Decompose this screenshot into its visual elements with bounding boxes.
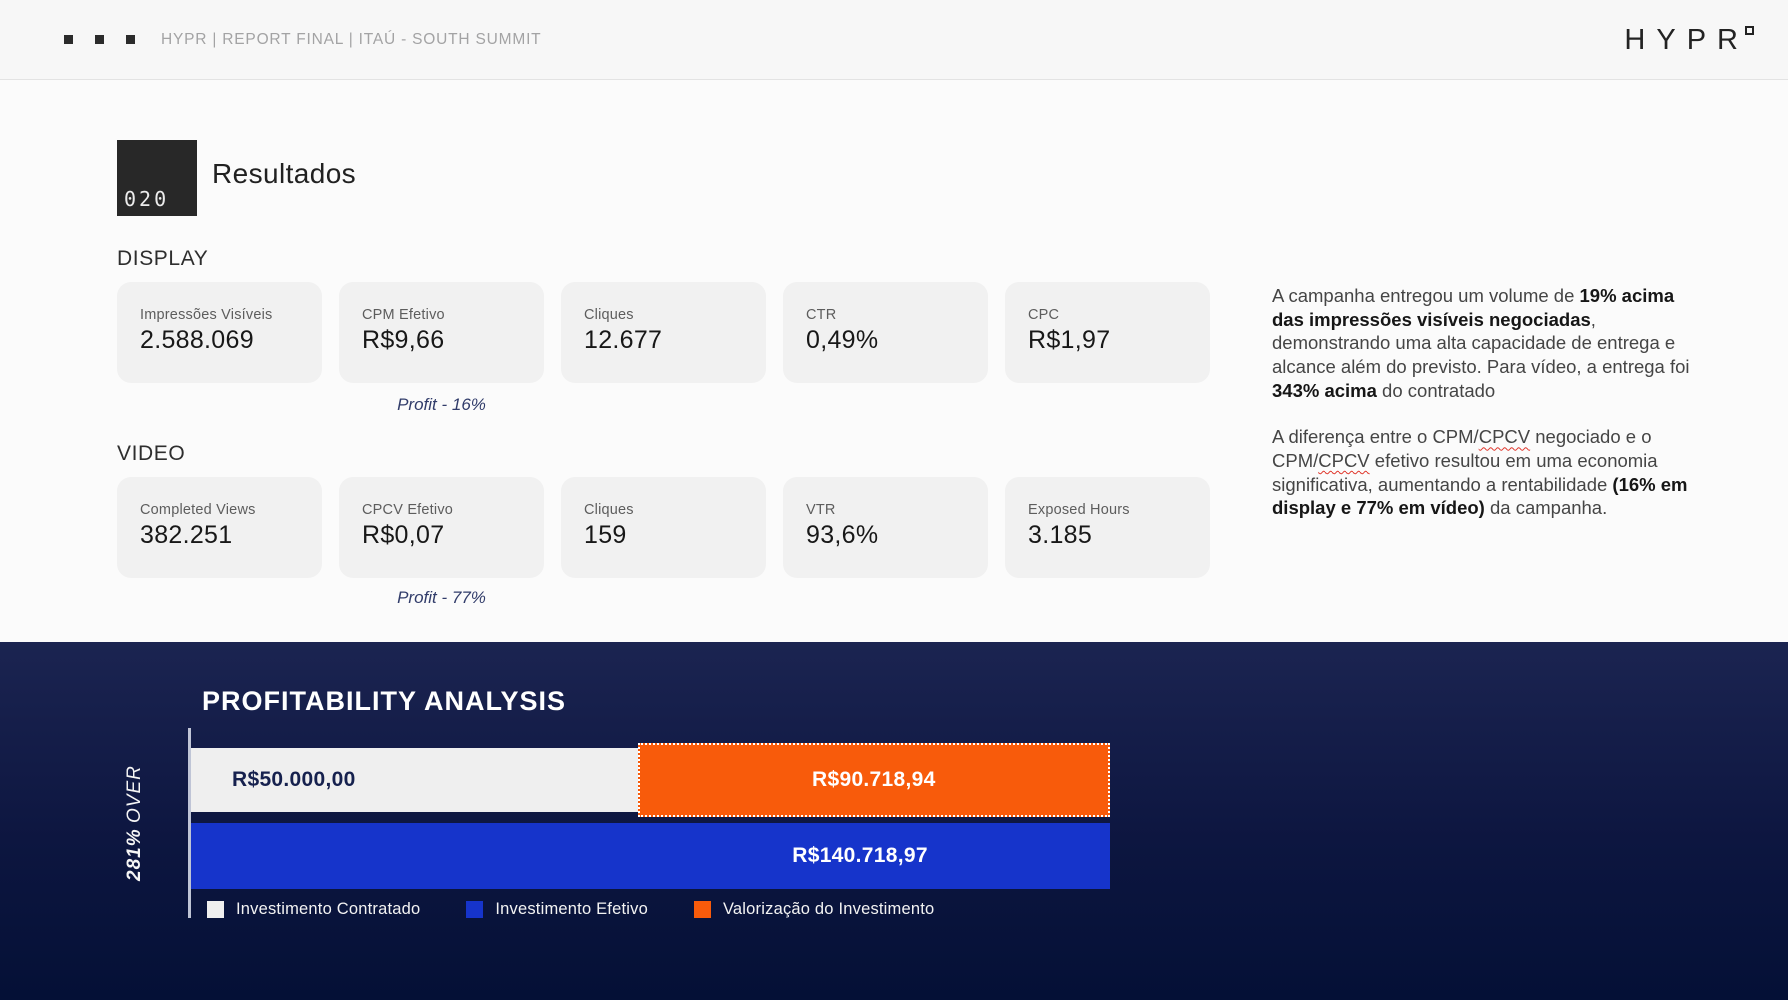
legend-swatch-white — [207, 901, 224, 918]
metric-card-impressoes-visiveis: Impressões Visíveis 2.588.069 — [117, 282, 322, 383]
metric-label: CPM Efetivo — [362, 307, 445, 323]
metric-label: Cliques — [584, 307, 634, 323]
metric-value: 2.588.069 — [140, 326, 254, 354]
slide-number-badge: 020 — [117, 140, 197, 216]
chart-axis-line — [188, 728, 191, 918]
metric-label: Impressões Visíveis — [140, 307, 273, 323]
metric-value: 93,6% — [806, 521, 879, 549]
metric-card-cpcv-efetivo: CPCV Efetivo R$0,07 — [339, 477, 544, 578]
campaign-commentary: A campanha entregou um volume de 19% aci… — [1272, 284, 1696, 520]
display-metric-cards: Impressões Visíveis 2.588.069 CPM Efetiv… — [117, 282, 1210, 383]
hypr-logo: HYPR — [1624, 24, 1754, 57]
metric-value: 3.185 — [1028, 521, 1093, 549]
hypr-logo-degree-icon — [1745, 26, 1754, 35]
metric-value: R$9,66 — [362, 326, 445, 354]
bar-segment-investimento-contratado: R$50.000,00 — [191, 748, 638, 812]
metric-label: Cliques — [584, 502, 634, 518]
metric-value: 159 — [584, 521, 627, 549]
bar-value-label: R$90.718,94 — [812, 768, 936, 791]
metric-card-cliques-video: Cliques 159 — [561, 477, 766, 578]
legend-label: Investimento Contratado — [236, 900, 421, 918]
legend-label: Valorização do Investimento — [722, 900, 935, 918]
over-percentage-value: 281% — [124, 828, 145, 882]
stacked-investment-bar: R$50.000,00 R$90.718,94 — [191, 743, 1110, 817]
metric-label: CTR — [806, 307, 837, 323]
metric-label: CPCV Efetivo — [362, 502, 454, 518]
hypr-logo-text: HYPR — [1624, 24, 1749, 56]
metric-label: Completed Views — [140, 502, 256, 518]
report-breadcrumb-title: HYPR | REPORT FINAL | ITAÚ - SOUTH SUMMI… — [161, 30, 542, 48]
metric-card-completed-views: Completed Views 382.251 — [117, 477, 322, 578]
page-title: Resultados — [212, 158, 357, 189]
legend-item-efetivo: Investimento Efetivo — [466, 900, 648, 919]
bar-segment-valorizacao: R$90.718,94 — [637, 743, 1110, 817]
legend-swatch-blue — [466, 901, 484, 918]
window-dots — [64, 35, 135, 44]
metric-card-vtr: VTR 93,6% — [783, 477, 988, 578]
square-dot-icon — [64, 35, 73, 44]
video-metric-cards: Completed Views 382.251 CPCV Efetivo R$0… — [117, 477, 1210, 578]
metric-label: VTR — [806, 502, 836, 518]
metric-value: R$0,07 — [362, 521, 445, 549]
metric-value: R$1,97 — [1028, 326, 1111, 354]
bar-investimento-efetivo: R$140.718,97 — [191, 823, 1110, 889]
metric-card-ctr: CTR 0,49% — [783, 282, 988, 383]
profitability-bar-chart: R$50.000,00 R$90.718,94 R$140.718,97 — [191, 743, 1110, 889]
metric-value: 0,49% — [806, 326, 879, 354]
metric-value: 12.677 — [584, 326, 663, 354]
video-profit-note: Profit - 77% — [397, 588, 486, 607]
video-section-heading: VIDEO — [117, 442, 186, 465]
top-bar: HYPR | REPORT FINAL | ITAÚ - SOUTH SUMMI… — [0, 0, 1788, 80]
metric-label: CPC — [1028, 307, 1060, 323]
commentary-paragraph-1: A campanha entregou um volume de 19% aci… — [1272, 285, 1690, 401]
legend-label: Investimento Efetivo — [495, 900, 648, 918]
metric-value: 382.251 — [140, 521, 233, 549]
bar-value-label: R$140.718,97 — [792, 844, 928, 867]
chart-legend: Investimento Contratado Investimento Efe… — [207, 900, 934, 919]
over-percentage-word: OVER — [124, 764, 145, 823]
metric-card-cpc: CPC R$1,97 — [1005, 282, 1210, 383]
legend-item-contratado: Investimento Contratado — [207, 900, 420, 919]
commentary-paragraph-2: A diferença entre o CPM/CPCV negociado e… — [1272, 426, 1688, 519]
profitability-heading: PROFITABILITY ANALYSIS — [202, 686, 567, 716]
metric-card-cpm-efetivo: CPM Efetivo R$9,66 — [339, 282, 544, 383]
metric-label: Exposed Hours — [1028, 502, 1130, 518]
square-dot-icon — [95, 35, 104, 44]
over-percentage-label: 281% OVER — [116, 728, 154, 918]
display-section-heading: DISPLAY — [117, 247, 209, 270]
profitability-panel: PROFITABILITY ANALYSIS 281% OVER R$50.00… — [0, 642, 1788, 1000]
square-dot-icon — [126, 35, 135, 44]
display-profit-note: Profit - 16% — [397, 395, 486, 414]
legend-swatch-orange — [693, 901, 711, 918]
bar-value-label: R$50.000,00 — [232, 768, 356, 791]
metric-card-cliques-display: Cliques 12.677 — [561, 282, 766, 383]
legend-item-valorizacao: Valorização do Investimento — [693, 900, 935, 919]
slide-number: 020 — [124, 187, 170, 211]
metric-card-exposed-hours: Exposed Hours 3.185 — [1005, 477, 1210, 578]
